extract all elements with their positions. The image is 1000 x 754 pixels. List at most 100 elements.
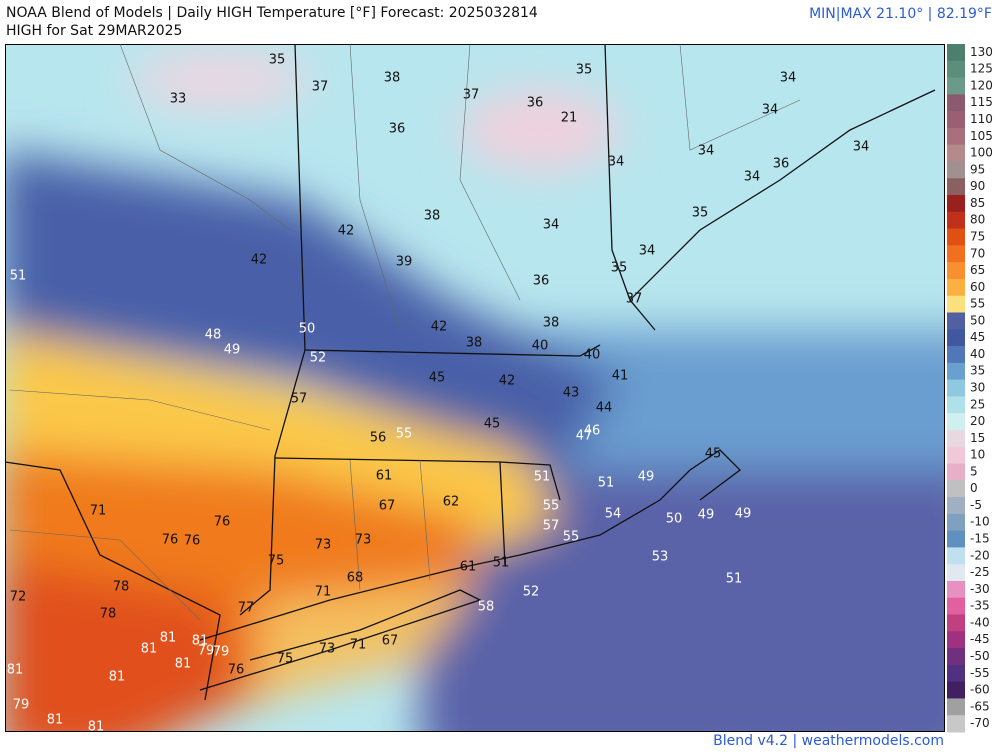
colorbar-swatch — [947, 379, 965, 397]
colorbar-swatch — [947, 396, 965, 414]
station-temperature: 35 — [611, 261, 628, 276]
colorbar-swatch — [947, 362, 965, 381]
station-temperature: 55 — [563, 530, 580, 545]
colorbar-swatch — [947, 329, 965, 347]
station-temperature: 48 — [205, 328, 222, 343]
colorbar-swatch — [947, 413, 965, 431]
station-temperature: 45 — [705, 447, 722, 462]
colorbar-label: -50 — [970, 649, 990, 663]
colorbar-label: 65 — [970, 263, 985, 277]
colorbar-label: 120 — [970, 78, 993, 92]
colorbar-swatch — [947, 715, 965, 733]
colorbar-swatch — [947, 580, 965, 599]
colorbar-swatch — [947, 681, 965, 699]
colorbar-swatch — [947, 262, 965, 280]
colorbar-label: 45 — [970, 330, 985, 344]
station-temperature: 36 — [389, 122, 406, 137]
station-temperature: 56 — [370, 431, 387, 446]
station-temperature: 55 — [543, 499, 560, 514]
station-temperature: 75 — [268, 554, 285, 569]
station-temperature: 49 — [224, 343, 241, 358]
colorbar-label: -45 — [970, 632, 990, 646]
station-temperature: 37 — [463, 88, 480, 103]
station-temperature: 67 — [379, 499, 396, 514]
colorbar-swatch — [947, 446, 965, 465]
colorbar-label: 50 — [970, 313, 985, 327]
colorbar-swatch — [947, 144, 965, 162]
station-temperature: 52 — [310, 351, 327, 366]
station-temperature: 79 — [13, 698, 30, 713]
colorbar-swatch — [947, 312, 965, 330]
station-temperature: 51 — [598, 476, 615, 491]
colorbar-label: 35 — [970, 364, 985, 378]
colorbar-swatch — [947, 178, 965, 196]
station-temperature: 71 — [90, 504, 107, 519]
colorbar-label: 75 — [970, 229, 985, 243]
station-temperature: 38 — [543, 316, 560, 331]
colorbar-label: 125 — [970, 62, 993, 76]
station-temperature: 34 — [698, 144, 715, 159]
station-temperature: 71 — [315, 585, 332, 600]
colorbar-label: 70 — [970, 246, 985, 260]
colorbar-label: -55 — [970, 666, 990, 680]
station-temperature: 36 — [533, 274, 550, 289]
colorbar-label: 15 — [970, 431, 985, 445]
station-temperature: 81 — [160, 631, 177, 646]
state-borders — [4, 43, 936, 701]
station-temperature: 42 — [338, 224, 355, 239]
colorbar-swatch — [947, 295, 965, 313]
station-temperature: 79 — [213, 645, 230, 660]
colorbar-swatch — [947, 245, 965, 263]
colorbar-swatch — [947, 346, 965, 364]
station-temperature: 35 — [269, 53, 286, 68]
colorbar-swatch — [947, 77, 965, 95]
station-temperature: 52 — [523, 585, 540, 600]
station-temperature: 76 — [184, 534, 201, 549]
colorbar-label: 100 — [970, 146, 993, 160]
colorbar-swatch — [947, 94, 965, 112]
station-temperature: 39 — [396, 255, 413, 270]
subtitle: HIGH for Sat 29MAR2025 — [6, 23, 182, 39]
colorbar-swatch — [947, 497, 965, 515]
colorbar-label: 95 — [970, 162, 985, 176]
station-temperature: 41 — [612, 369, 629, 384]
colorbar-swatch — [947, 211, 965, 230]
station-temperature: 81 — [192, 634, 209, 649]
station-temperature: 50 — [666, 512, 683, 527]
station-temperature: 79 — [198, 644, 215, 659]
station-temperature: 38 — [384, 71, 401, 86]
station-temperature: 47 — [576, 429, 593, 444]
colorbar-label: 90 — [970, 179, 985, 193]
station-temperature: 72 — [10, 590, 27, 605]
station-temperature: 34 — [608, 155, 625, 170]
station-temperature: 34 — [639, 244, 656, 259]
colorbar-label: -15 — [970, 532, 990, 546]
colorbar-swatch — [947, 648, 965, 666]
station-temperature: 62 — [443, 495, 460, 510]
colorbar-label: -70 — [970, 716, 990, 730]
station-temperature: 37 — [312, 80, 329, 95]
station-temperature: 49 — [735, 507, 752, 522]
colorbar-label: -60 — [970, 683, 990, 697]
colorbar-swatch — [947, 44, 965, 62]
station-temperature: 42 — [251, 253, 268, 268]
station-temperature: 71 — [350, 638, 367, 653]
station-temperature: 34 — [744, 170, 761, 185]
title: NOAA Blend of Models | Daily HIGH Temper… — [6, 5, 538, 21]
station-temperature: 54 — [605, 507, 622, 522]
station-temperature: 49 — [698, 508, 715, 523]
colorbar-swatch — [947, 698, 965, 716]
station-temperature: 81 — [109, 670, 126, 685]
colorbar-label: -10 — [970, 515, 990, 529]
colorbar-label: 20 — [970, 414, 985, 428]
colorbar-swatch — [947, 429, 965, 448]
station-temperature: 50 — [299, 322, 316, 337]
station-temperature: 51 — [10, 269, 27, 284]
station-temperature: 49 — [638, 470, 655, 485]
colorbar-swatch — [947, 564, 965, 582]
station-temperature: 36 — [773, 157, 790, 172]
station-temperature: 35 — [576, 63, 593, 78]
station-temperature: 53 — [652, 550, 669, 565]
station-temperature: 77 — [238, 601, 255, 616]
